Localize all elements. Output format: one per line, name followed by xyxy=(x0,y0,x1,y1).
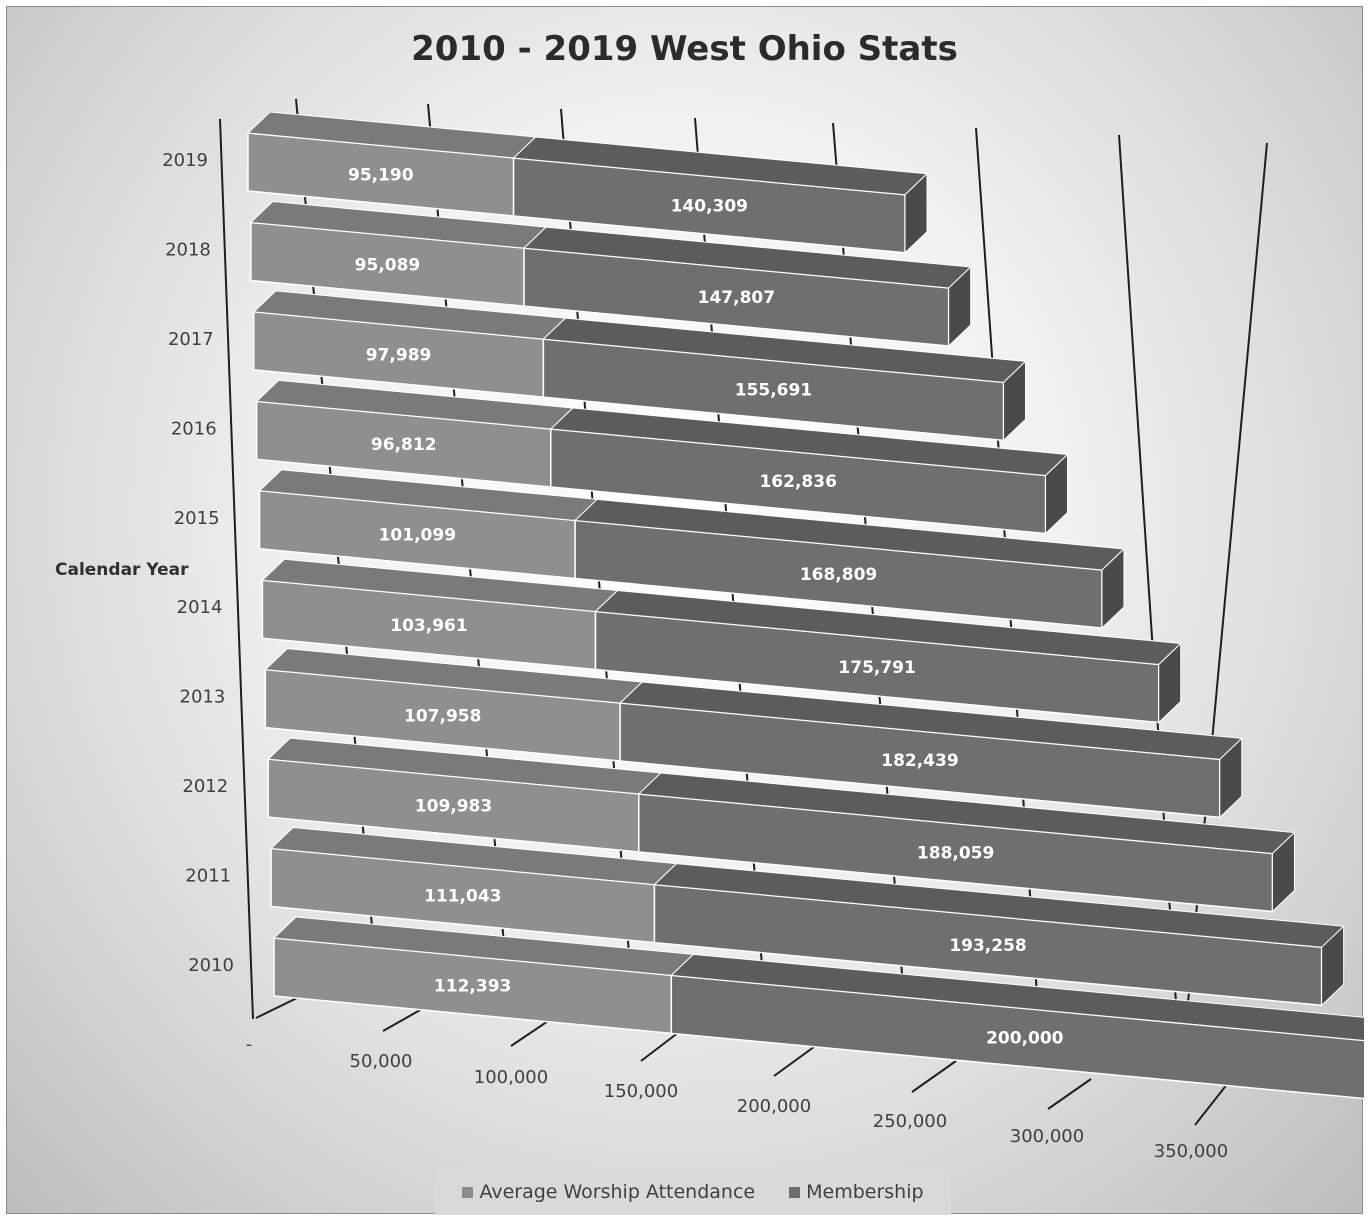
floor-tick xyxy=(911,1060,957,1093)
data-label-membership: 168,809 xyxy=(800,565,877,585)
data-label-attendance: 107,958 xyxy=(404,706,481,726)
category-label: 2018 xyxy=(165,239,211,260)
category-label: 2015 xyxy=(174,508,220,529)
category-label: 2011 xyxy=(185,866,231,887)
legend-swatch-membership xyxy=(789,1186,801,1198)
floor-tick xyxy=(773,1043,819,1077)
data-label-membership: 175,791 xyxy=(838,658,915,678)
data-label-membership: 140,309 xyxy=(671,196,748,216)
category-label: 2013 xyxy=(180,687,226,708)
data-labels: 95,190 140,309 2019 95,089 147,807 2018 97,989… xyxy=(162,150,1064,1049)
bar-end-cap xyxy=(904,172,928,254)
data-label-attendance: 112,393 xyxy=(434,977,511,997)
data-label-membership: 162,836 xyxy=(759,472,836,492)
legend-label-attendance: Average Worship Attendance xyxy=(479,1181,756,1203)
data-label-attendance: 95,190 xyxy=(348,165,414,185)
data-label-attendance: 95,089 xyxy=(355,255,421,275)
gridline xyxy=(219,118,254,1020)
chart-frame: 95,190 140,309 2019 95,089 147,807 2018 97,989… xyxy=(6,6,1364,1215)
category-label: 2014 xyxy=(177,597,223,618)
y-axis-title: Calendar Year xyxy=(55,560,189,580)
bar-end-cap xyxy=(1045,453,1069,535)
legend-item-membership: Membership xyxy=(789,1181,924,1203)
data-label-membership: 188,059 xyxy=(917,844,994,864)
x-tick-label: 50,000 xyxy=(350,1051,413,1072)
bar-end-cap xyxy=(1003,360,1027,442)
category-label: 2012 xyxy=(182,776,228,797)
data-label-attendance: 97,989 xyxy=(366,346,432,366)
data-label-attendance: 111,043 xyxy=(424,887,501,907)
legend-swatch-attendance xyxy=(462,1186,474,1198)
bar-end-cap xyxy=(1101,547,1125,630)
data-label-attendance: 109,983 xyxy=(415,797,492,817)
data-label-membership: 182,439 xyxy=(881,751,958,771)
bar-end-cap xyxy=(1271,831,1295,913)
data-label-attendance: 103,961 xyxy=(390,616,467,636)
data-label-membership: 200,000 xyxy=(986,1029,1064,1049)
legend: Average Worship Attendance Membership xyxy=(435,1169,951,1215)
bar-end-cap xyxy=(1321,925,1345,1007)
data-label-attendance: 96,812 xyxy=(371,435,437,455)
category-label: 2017 xyxy=(168,329,214,350)
chart-title: 2010 - 2019 West Ohio Stats xyxy=(411,29,958,69)
x-tick-label: 100,000 xyxy=(474,1067,548,1088)
x-tick-label: 200,000 xyxy=(737,1096,811,1117)
x-tick-label: - xyxy=(246,1034,253,1055)
data-label-attendance: 101,099 xyxy=(379,526,456,546)
bars xyxy=(246,111,1364,1100)
category-label: 2010 xyxy=(188,955,234,976)
bar-end-cap xyxy=(1219,737,1243,819)
category-label: 2019 xyxy=(162,150,208,171)
x-tick-label: 350,000 xyxy=(1154,1141,1228,1162)
bar-end-cap xyxy=(1158,642,1182,724)
chart-plot: 95,190 140,309 2019 95,089 147,807 2018 97,989… xyxy=(55,98,1364,1162)
legend-item-attendance: Average Worship Attendance xyxy=(462,1181,755,1203)
data-label-membership: 155,691 xyxy=(735,381,812,401)
data-label-membership: 193,258 xyxy=(949,936,1026,956)
bar-membership-top xyxy=(670,953,1364,1041)
category-label: 2016 xyxy=(171,418,217,439)
x-tick-label: 250,000 xyxy=(873,1111,947,1132)
data-label-membership: 147,807 xyxy=(698,288,775,308)
x-tick-label: 150,000 xyxy=(604,1081,678,1102)
x-tick-label: 300,000 xyxy=(1010,1126,1084,1147)
legend-label-membership: Membership xyxy=(806,1181,924,1203)
floor-tick xyxy=(255,996,300,1019)
floor-tick xyxy=(1047,1078,1092,1110)
bar-end-cap xyxy=(948,265,972,348)
